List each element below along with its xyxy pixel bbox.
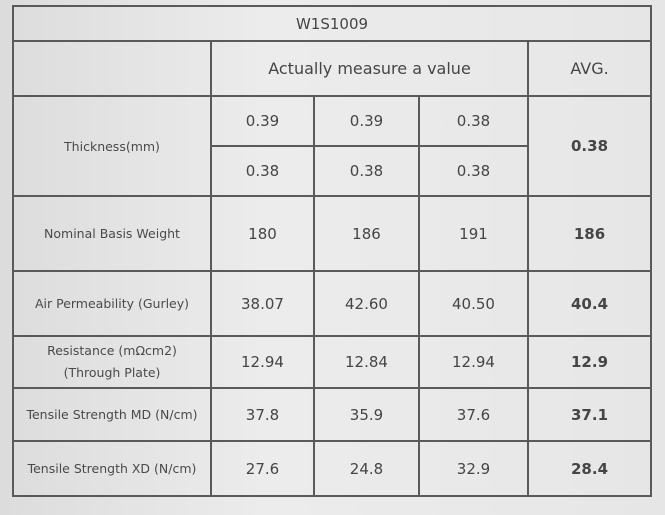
label-line: Nominal Basis Weight: [44, 225, 180, 241]
data-row: Tensile Strength XD (N/cm) 27.6 24.8 32.9 28…: [12, 440, 653, 497]
header-row: Actually measure a value AVG.: [12, 40, 653, 97]
cell: 0.38: [313, 145, 420, 197]
label-line: Air Permeability (Gurley): [34, 295, 190, 311]
cell: 27.6: [210, 440, 315, 497]
title-row: W1S1009: [11, 5, 653, 42]
row-label: Thickness(mm): [12, 95, 212, 197]
cell: 32.9: [418, 440, 529, 497]
cell: 186: [313, 195, 420, 272]
row-label: Tensile Strength XD (N/cm): [12, 440, 212, 497]
cell: 37.8: [210, 387, 315, 442]
cell: 0.38: [210, 145, 315, 197]
header-empty: [12, 40, 212, 97]
cell: 12.94: [210, 335, 315, 389]
row-label: Nominal Basis Weight: [12, 195, 212, 272]
label-line: Tensile Strength XD (N/cm): [27, 460, 197, 476]
cell: 0.39: [313, 95, 420, 147]
cell: 24.8: [313, 440, 420, 497]
row-label: Tensile Strength MD (N/cm): [12, 387, 212, 442]
cell: 180: [210, 195, 315, 272]
cell: 0.38: [418, 95, 529, 147]
cell: 40.50: [418, 270, 529, 337]
avg-cell: 37.1: [526, 387, 653, 442]
cell: 0.38: [418, 145, 529, 197]
cell: 12.84: [313, 335, 420, 389]
table-title: W1S1009: [11, 5, 653, 42]
header-measure: Actually measure a value: [210, 40, 529, 97]
label-line: Tensile Strength MD (N/cm): [26, 406, 198, 422]
cell: 191: [418, 195, 529, 272]
avg-cell: 0.38: [526, 95, 653, 197]
data-row: Tensile Strength MD (N/cm) 37.8 35.9 37.6 37…: [12, 387, 653, 442]
header-avg: AVG.: [526, 40, 653, 97]
cell: 42.60: [313, 270, 420, 337]
cell: 38.07: [210, 270, 315, 337]
label-line: (Through Plate): [63, 365, 161, 380]
avg-cell: 12.9: [526, 335, 653, 389]
avg-cell: 40.4: [526, 270, 653, 337]
row-label: Air Permeability (Gurley): [12, 270, 212, 337]
data-row: Resistance (mΩcm2) (Through Plate) 12.94 12…: [12, 335, 653, 389]
cell: 12.94: [418, 335, 529, 389]
data-row: Nominal Basis Weight 180 186 191 186: [12, 195, 653, 272]
cell: 0.39: [210, 95, 315, 147]
thickness-row-1: Thickness(mm) 0.39 0.39 0.38 0.38: [12, 95, 653, 197]
data-table: W1S1009 Actually measure a value AVG. Th…: [11, 5, 653, 497]
data-row: Air Permeability (Gurley) 38.07 42.60 40.50…: [12, 270, 653, 337]
row-label: Resistance (mΩcm2) (Through Plate): [12, 335, 212, 389]
cell: 35.9: [313, 387, 420, 442]
thickness-row-2: 0.38 0.38 0.38: [13, 145, 651, 197]
cell: 37.6: [418, 387, 529, 442]
avg-cell: 28.4: [526, 440, 653, 497]
table-body: W1S1009 Actually measure a value AVG. Th…: [11, 5, 653, 497]
label-line: Resistance (mΩcm2): [47, 343, 177, 358]
avg-cell: 186: [526, 195, 653, 272]
